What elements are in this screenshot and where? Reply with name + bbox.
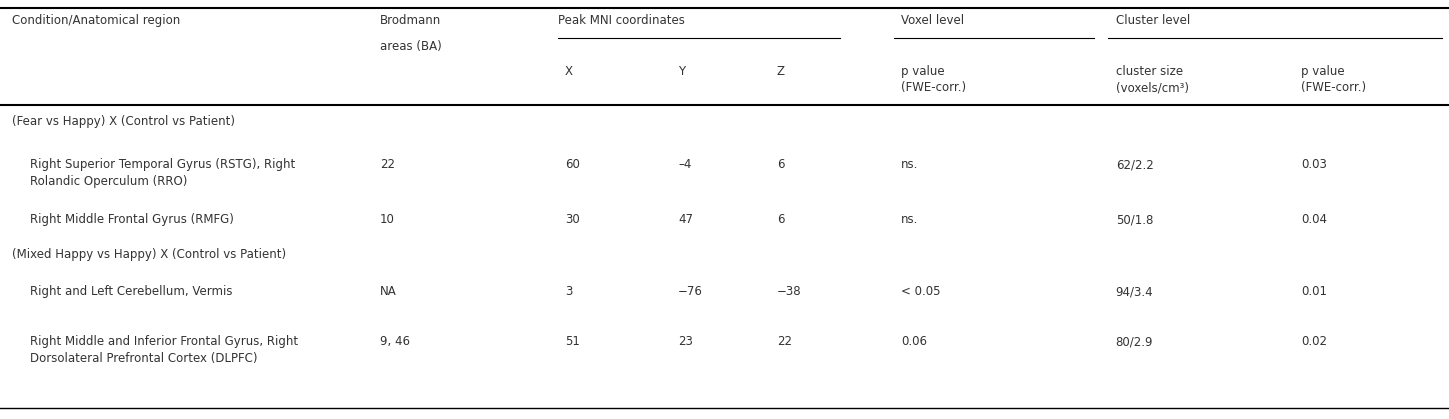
Text: Voxel level: Voxel level [901,14,965,27]
Text: 30: 30 [565,213,580,226]
Text: 6: 6 [777,158,784,171]
Text: –4: –4 [678,158,691,171]
Text: Z: Z [777,65,785,78]
Text: X: X [565,65,574,78]
Text: Right Middle Frontal Gyrus (RMFG): Right Middle Frontal Gyrus (RMFG) [29,213,233,226]
Text: 51: 51 [565,335,580,348]
Text: Right and Left Cerebellum, Vermis: Right and Left Cerebellum, Vermis [29,285,232,298]
Text: 0.01: 0.01 [1301,285,1327,298]
Text: 23: 23 [678,335,693,348]
Text: Right Middle and Inferior Frontal Gyrus, Right
Dorsolateral Prefrontal Cortex (D: Right Middle and Inferior Frontal Gyrus,… [29,335,297,365]
Text: 10: 10 [380,213,394,226]
Text: 0.03: 0.03 [1301,158,1327,171]
Text: 60: 60 [565,158,580,171]
Text: 0.02: 0.02 [1301,335,1327,348]
Text: 94/3.4: 94/3.4 [1116,285,1153,298]
Text: cluster size
(voxels/cm³): cluster size (voxels/cm³) [1116,65,1188,95]
Text: ns.: ns. [901,213,919,226]
Text: p value
(FWE-corr.): p value (FWE-corr.) [901,65,966,95]
Text: Brodmann: Brodmann [380,14,440,27]
Text: −38: −38 [777,285,801,298]
Text: 22: 22 [777,335,791,348]
Text: 22: 22 [380,158,394,171]
Text: Condition/Anatomical region: Condition/Anatomical region [12,14,180,27]
Text: Peak MNI coordinates: Peak MNI coordinates [558,14,685,27]
Text: NA: NA [380,285,397,298]
Text: (Fear vs Happy) X (Control vs Patient): (Fear vs Happy) X (Control vs Patient) [12,115,235,128]
Text: 80/2.9: 80/2.9 [1116,335,1153,348]
Text: 9, 46: 9, 46 [380,335,410,348]
Text: ns.: ns. [901,158,919,171]
Text: 0.06: 0.06 [901,335,927,348]
Text: areas (BA): areas (BA) [380,40,442,53]
Text: Y: Y [678,65,685,78]
Text: Cluster level: Cluster level [1116,14,1190,27]
Text: 47: 47 [678,213,693,226]
Text: < 0.05: < 0.05 [901,285,940,298]
Text: −76: −76 [678,285,703,298]
Text: 6: 6 [777,213,784,226]
Text: 3: 3 [565,285,572,298]
Text: 0.04: 0.04 [1301,213,1327,226]
Text: 62/2.2: 62/2.2 [1116,158,1153,171]
Text: (Mixed Happy vs Happy) X (Control vs Patient): (Mixed Happy vs Happy) X (Control vs Pat… [12,248,285,261]
Text: Right Superior Temporal Gyrus (RSTG), Right
Rolandic Operculum (RRO): Right Superior Temporal Gyrus (RSTG), Ri… [29,158,294,187]
Text: 50/1.8: 50/1.8 [1116,213,1153,226]
Text: p value
(FWE-corr.): p value (FWE-corr.) [1301,65,1366,95]
